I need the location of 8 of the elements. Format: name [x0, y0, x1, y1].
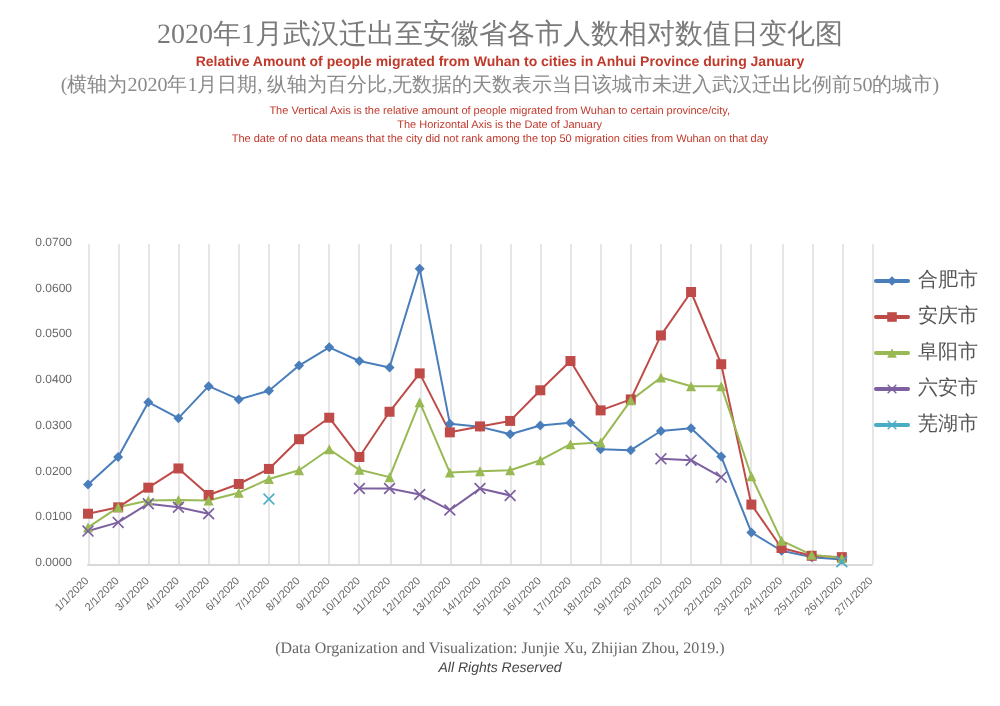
legend-label: 芜湖市	[918, 412, 978, 436]
chart-title: 2020年1月武汉迁出至安徽省各市人数相对数值日变化图	[157, 19, 843, 51]
text: (Data Organization and Visualization: Junjie Xu, Zhijian Zhou, 2019.)	[275, 639, 726, 657]
text: (横轴为2020年1月日期, 纵轴为百分比,无数据的天数表示当日该城市未进入武汉迁出比例前50的城市)	[60, 73, 940, 97]
legend-label: 阜阳市	[918, 340, 978, 364]
legend-label: 六安市	[918, 376, 978, 400]
legend-label: 安庆市	[918, 304, 978, 328]
legend-label: 合肥市	[918, 268, 978, 292]
